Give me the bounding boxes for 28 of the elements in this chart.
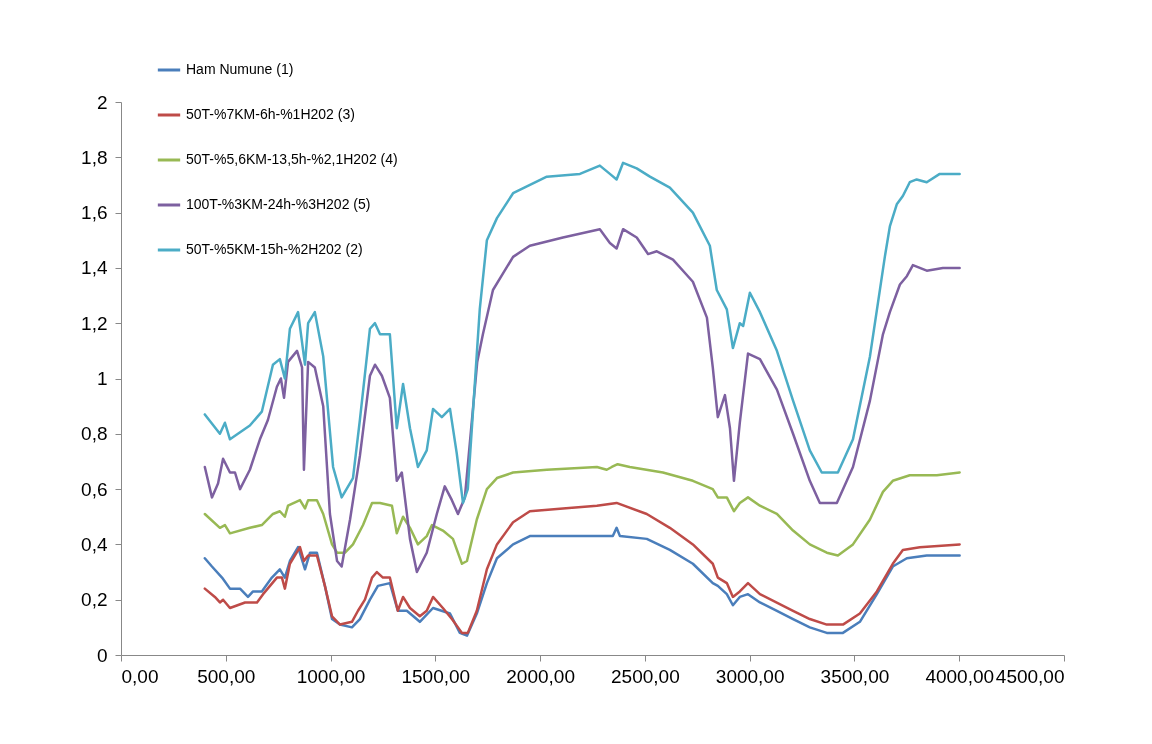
y-tick-label: 0,8 (81, 423, 108, 445)
y-tick-label: 1,2 (81, 312, 108, 334)
x-tick-label: 1000,00 (296, 665, 366, 687)
y-tick-label: 1,4 (81, 257, 108, 279)
y-tick-label: 0,2 (81, 589, 108, 611)
x-tick-label: 0,00 (121, 665, 159, 687)
x-tick-label: 3000,00 (715, 665, 785, 687)
y-tick-label: 2 (96, 91, 108, 113)
x-tick-label: 500,00 (197, 665, 256, 687)
x-tick-label: 2500,00 (611, 665, 680, 687)
x-tick-label: 3500,00 (820, 665, 890, 687)
legend-label: Ham Numune (1) (186, 61, 294, 77)
x-tick-label: 2000,00 (506, 665, 575, 687)
y-tick-label: 0,6 (81, 478, 108, 500)
y-tick-label: 1,8 (81, 146, 108, 168)
line-series (203, 501, 961, 635)
x-tick-label: 4000,00 (925, 665, 995, 687)
legend-label: 100T-%3KM-24h-%3H202 (5) (186, 196, 371, 212)
line-series (203, 462, 961, 566)
legend-label: 50T-%7KM-6h-%1H202 (3) (186, 106, 355, 122)
y-tick-label: 1 (96, 368, 108, 389)
y-tick-label: 0,4 (81, 533, 108, 555)
legend-label: 50T-%5,6KM-13,5h-%2,1H202 (4) (186, 151, 398, 167)
x-tick-label: 4500,00 (995, 665, 1065, 687)
legend-label: 50T-%5KM-15h-%2H202 (2) (186, 241, 363, 257)
x-tick-label: 1500,00 (401, 665, 471, 687)
y-tick-label: 1,6 (81, 202, 108, 224)
y-tick-label: 0 (96, 644, 108, 666)
